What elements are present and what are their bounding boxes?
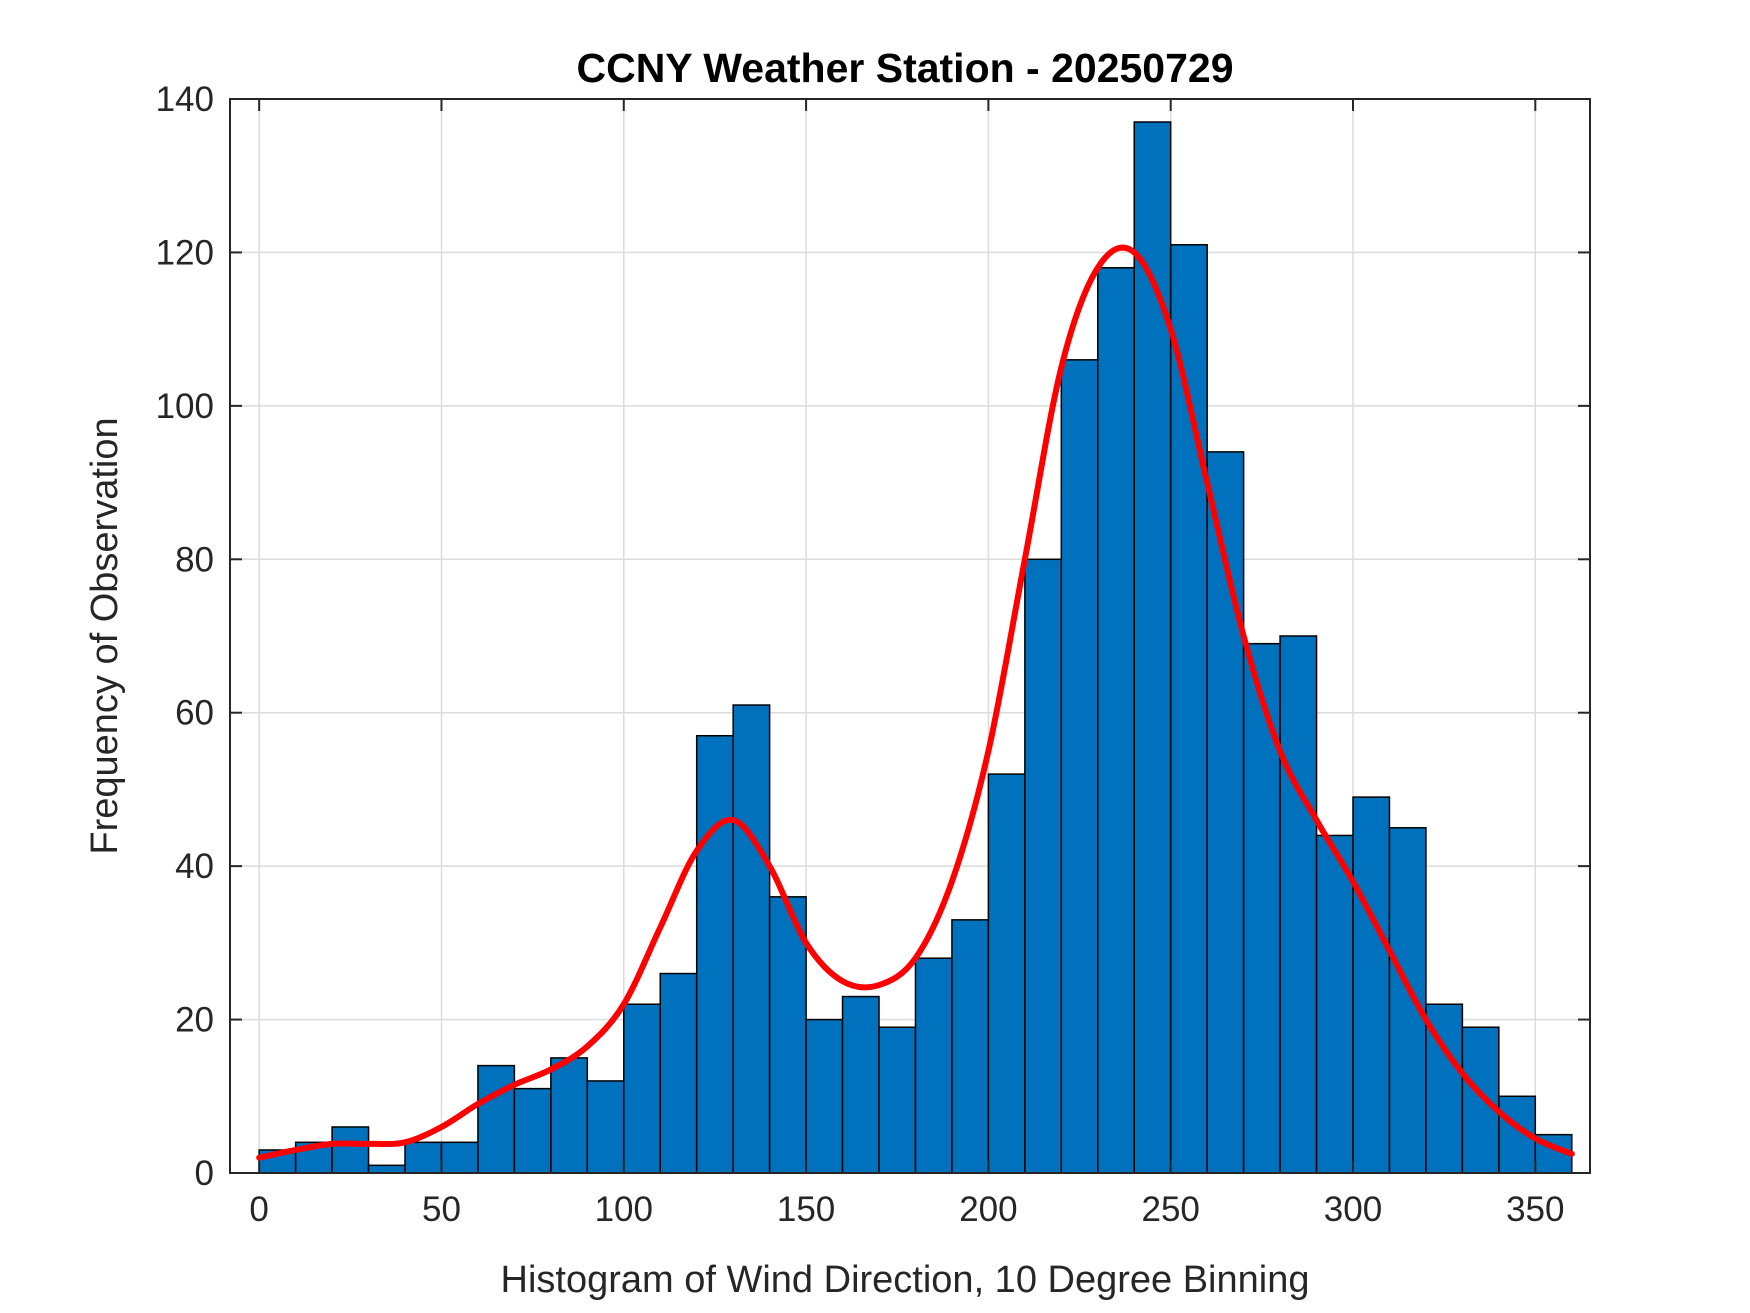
y-tick-label: 40 (175, 847, 214, 886)
y-tick-label: 80 (175, 540, 214, 579)
histogram-bar (987, 773, 1026, 1174)
histogram-bar (695, 734, 734, 1174)
chart-title: CCNY Weather Station - 20250729 (576, 45, 1233, 91)
histogram-bar (914, 957, 953, 1174)
histogram-bar (768, 896, 807, 1174)
histogram-bars (258, 121, 1573, 1174)
fit-curve-line (256, 244, 1575, 1161)
tick-labels: 0 50 100 150 200 250 300 350 0 20 40 60 80 100 120 140 (156, 80, 1565, 1229)
histogram-bar (550, 1057, 589, 1174)
x-tick-label: 300 (1324, 1190, 1382, 1229)
y-tick-label: 140 (156, 80, 214, 119)
x-tick-label: 150 (777, 1190, 835, 1229)
histogram-bar (440, 1141, 479, 1174)
histogram-bar (659, 972, 698, 1174)
histogram-bar (1133, 121, 1172, 1174)
histogram-bar (1388, 827, 1427, 1174)
histogram-bar (732, 704, 771, 1174)
x-axis-label: Histogram of Wind Direction, 10 Degree B… (501, 1259, 1310, 1301)
histogram-bar (331, 1126, 370, 1174)
histogram-bar (1315, 834, 1354, 1174)
histogram-bar (404, 1141, 443, 1174)
histogram-bar (1279, 635, 1318, 1174)
y-tick-label: 0 (195, 1154, 214, 1193)
histogram-bar (1352, 796, 1391, 1174)
x-tick-label: 50 (422, 1190, 461, 1229)
histogram-bar (1461, 1026, 1500, 1174)
y-tick-label: 100 (156, 387, 214, 426)
axis-ticks (230, 98, 1590, 1174)
histogram-bar (1024, 558, 1063, 1174)
histogram-bar (951, 919, 990, 1174)
axes-frame (229, 98, 1591, 1174)
histogram-bar (367, 1164, 406, 1174)
y-axis-label: Frequency of Observation (84, 417, 126, 854)
fit-curve-layer (256, 244, 1575, 1161)
histogram-bar (513, 1087, 552, 1174)
x-tick-label: 250 (1141, 1190, 1199, 1229)
x-tick-label: 0 (249, 1190, 268, 1229)
histogram-bar (1097, 267, 1135, 1174)
histogram-bar (805, 1018, 844, 1174)
y-tick-label: 60 (175, 694, 214, 733)
histogram-bar (1060, 359, 1099, 1174)
histogram-bar (477, 1064, 516, 1174)
histogram-bar (1169, 244, 1208, 1174)
histogram-bar (878, 1026, 917, 1174)
plot-box (229, 98, 1591, 1174)
histogram-bar (841, 995, 880, 1174)
x-tick-label: 350 (1506, 1190, 1564, 1229)
histogram-bar (623, 1003, 661, 1174)
x-tick-label: 200 (959, 1190, 1017, 1229)
y-tick-label: 20 (175, 1001, 214, 1040)
histogram-bar (1242, 642, 1281, 1174)
y-tick-label: 120 (156, 233, 214, 272)
x-tick-label: 100 (595, 1190, 653, 1229)
histogram-bar (586, 1080, 625, 1174)
